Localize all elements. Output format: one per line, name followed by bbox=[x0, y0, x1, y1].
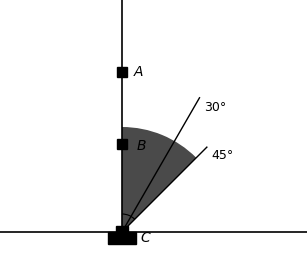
Bar bbox=[117, 67, 127, 77]
Bar bbox=[117, 139, 127, 149]
Text: 30°: 30° bbox=[204, 101, 227, 114]
Text: B: B bbox=[137, 139, 146, 153]
Wedge shape bbox=[122, 127, 196, 232]
Bar bbox=[108, 232, 136, 244]
Bar bbox=[116, 226, 128, 238]
Text: C: C bbox=[140, 231, 150, 245]
Text: A: A bbox=[134, 65, 143, 79]
Text: 45°: 45° bbox=[212, 149, 234, 162]
